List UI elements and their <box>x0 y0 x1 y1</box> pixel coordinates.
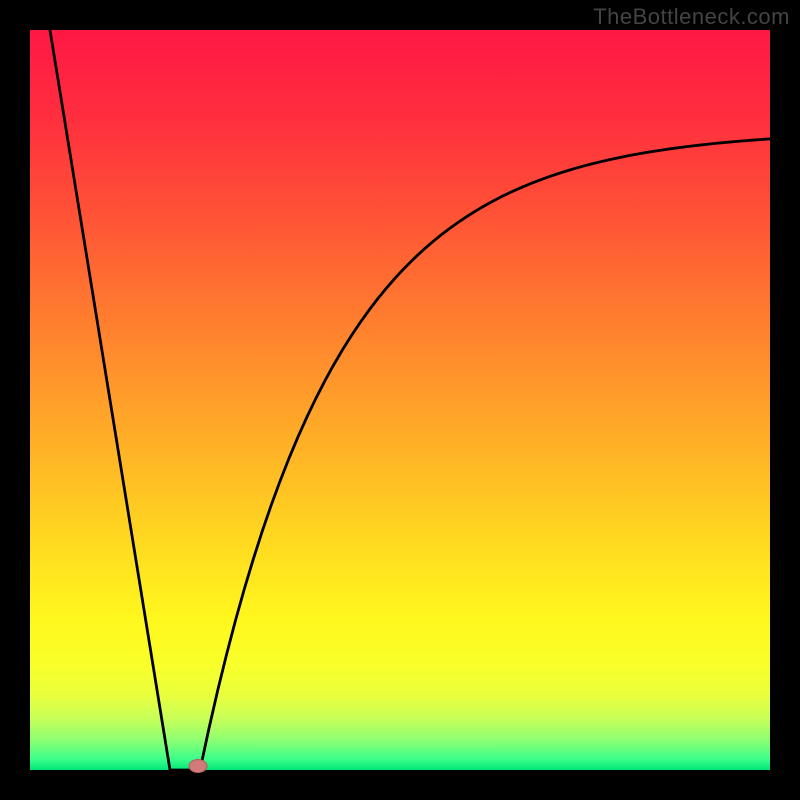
plot-background <box>30 30 770 770</box>
chart-container: TheBottleneck.com <box>0 0 800 800</box>
bottleneck-chart <box>0 0 800 800</box>
optimal-point-marker <box>189 760 207 773</box>
